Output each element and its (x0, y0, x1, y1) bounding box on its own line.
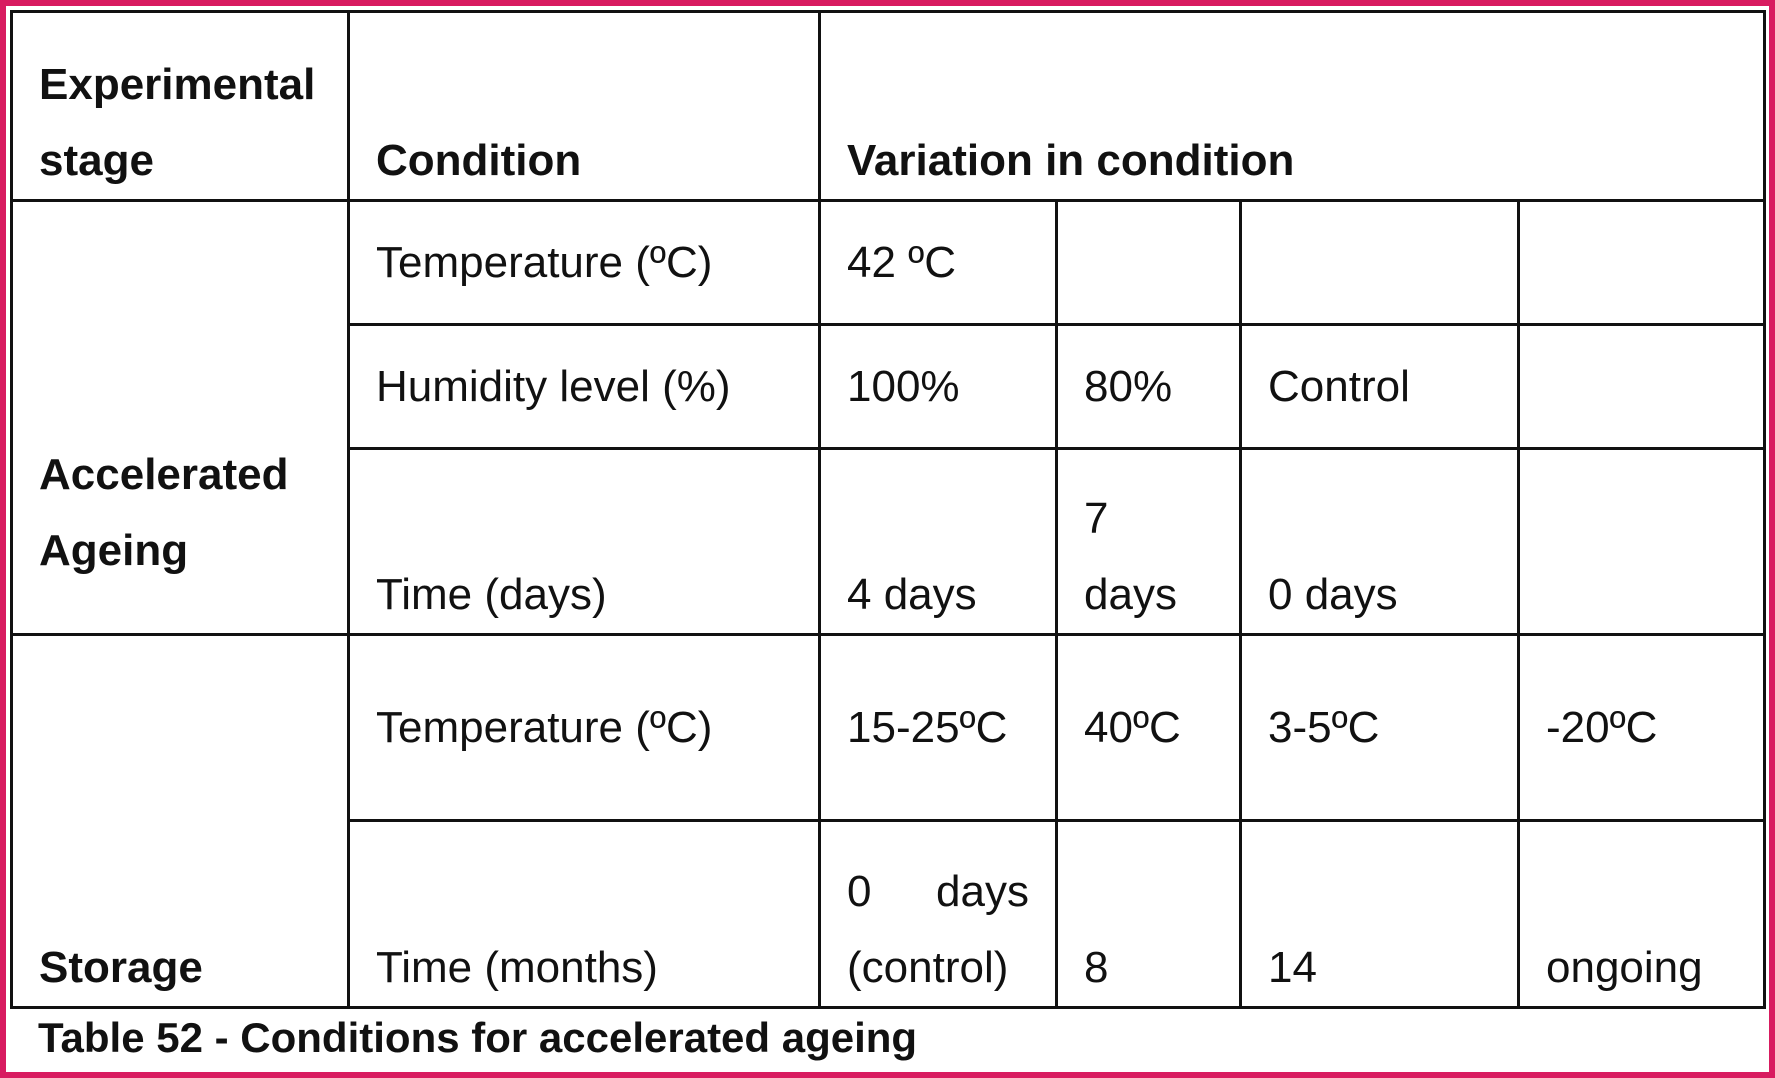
value-cell-storage-time-control: 0 days (control) (818, 819, 1058, 1009)
condition-cell: Time (months) (347, 819, 821, 1009)
value-cell (1516, 199, 1767, 326)
stage-accelerated-ageing: Accelerated Ageing (10, 199, 350, 636)
value-cell: 4 days (818, 447, 1058, 636)
table-header-row: Experimental stage Condition Variation i… (10, 10, 1767, 202)
table-row: Accelerated Ageing Temperature (ºC) 42 º… (10, 199, 1767, 636)
table-row: Storage Temperature (ºC) 15-25ºC 40ºC 3-… (10, 633, 1767, 1009)
condition-cell: Humidity level (%) (347, 323, 821, 450)
value-cell: 3-5ºC (1239, 633, 1520, 822)
table-caption: Table 52 - Conditions for accelerated ag… (38, 1014, 918, 1061)
value-cell: 0 days (1239, 447, 1520, 636)
value-cell (1239, 199, 1520, 326)
value-line-1: 0 days (847, 854, 1029, 930)
condition-cell: Temperature (ºC) (347, 199, 821, 326)
value-line-2: (control) (847, 943, 1009, 992)
value-cell: 7 days (1055, 447, 1242, 636)
value-cell: Control (1239, 323, 1520, 450)
value-cell: 80% (1055, 323, 1242, 450)
value-cell: 100% (818, 323, 1058, 450)
condition-cell: Temperature (ºC) (347, 633, 821, 822)
value-cell: 40ºC (1055, 633, 1242, 822)
value-cell (1516, 447, 1767, 636)
table-row: Time (days) 4 days 7 days 0 days (12, 447, 1767, 636)
value-cell: 42 ºC (818, 199, 1058, 326)
value-cell (1516, 323, 1767, 450)
value-cell: 15-25ºC (818, 633, 1058, 822)
table-row: Time (months) 0 days (control) 8 14 ongo… (12, 819, 1767, 1009)
header-variation: Variation in condition (817, 10, 1767, 202)
condition-cell: Time (days) (347, 447, 821, 636)
header-experimental-stage: Experimental stage (10, 10, 350, 202)
value-part: 0 (847, 867, 872, 916)
value-part: days (936, 867, 1029, 916)
value-cell: 8 (1055, 819, 1242, 1009)
conditions-table: Experimental stage Condition Variation i… (10, 10, 1767, 1009)
stage-storage: Storage (10, 633, 350, 1009)
value-cell (1055, 199, 1242, 326)
table-row: Humidity level (%) 100% 80% Control (12, 323, 1767, 450)
value-cell: 14 (1239, 819, 1520, 1009)
value-cell: ongoing (1516, 819, 1767, 1009)
value-cell: -20ºC (1516, 633, 1767, 822)
header-condition: Condition (347, 10, 821, 202)
